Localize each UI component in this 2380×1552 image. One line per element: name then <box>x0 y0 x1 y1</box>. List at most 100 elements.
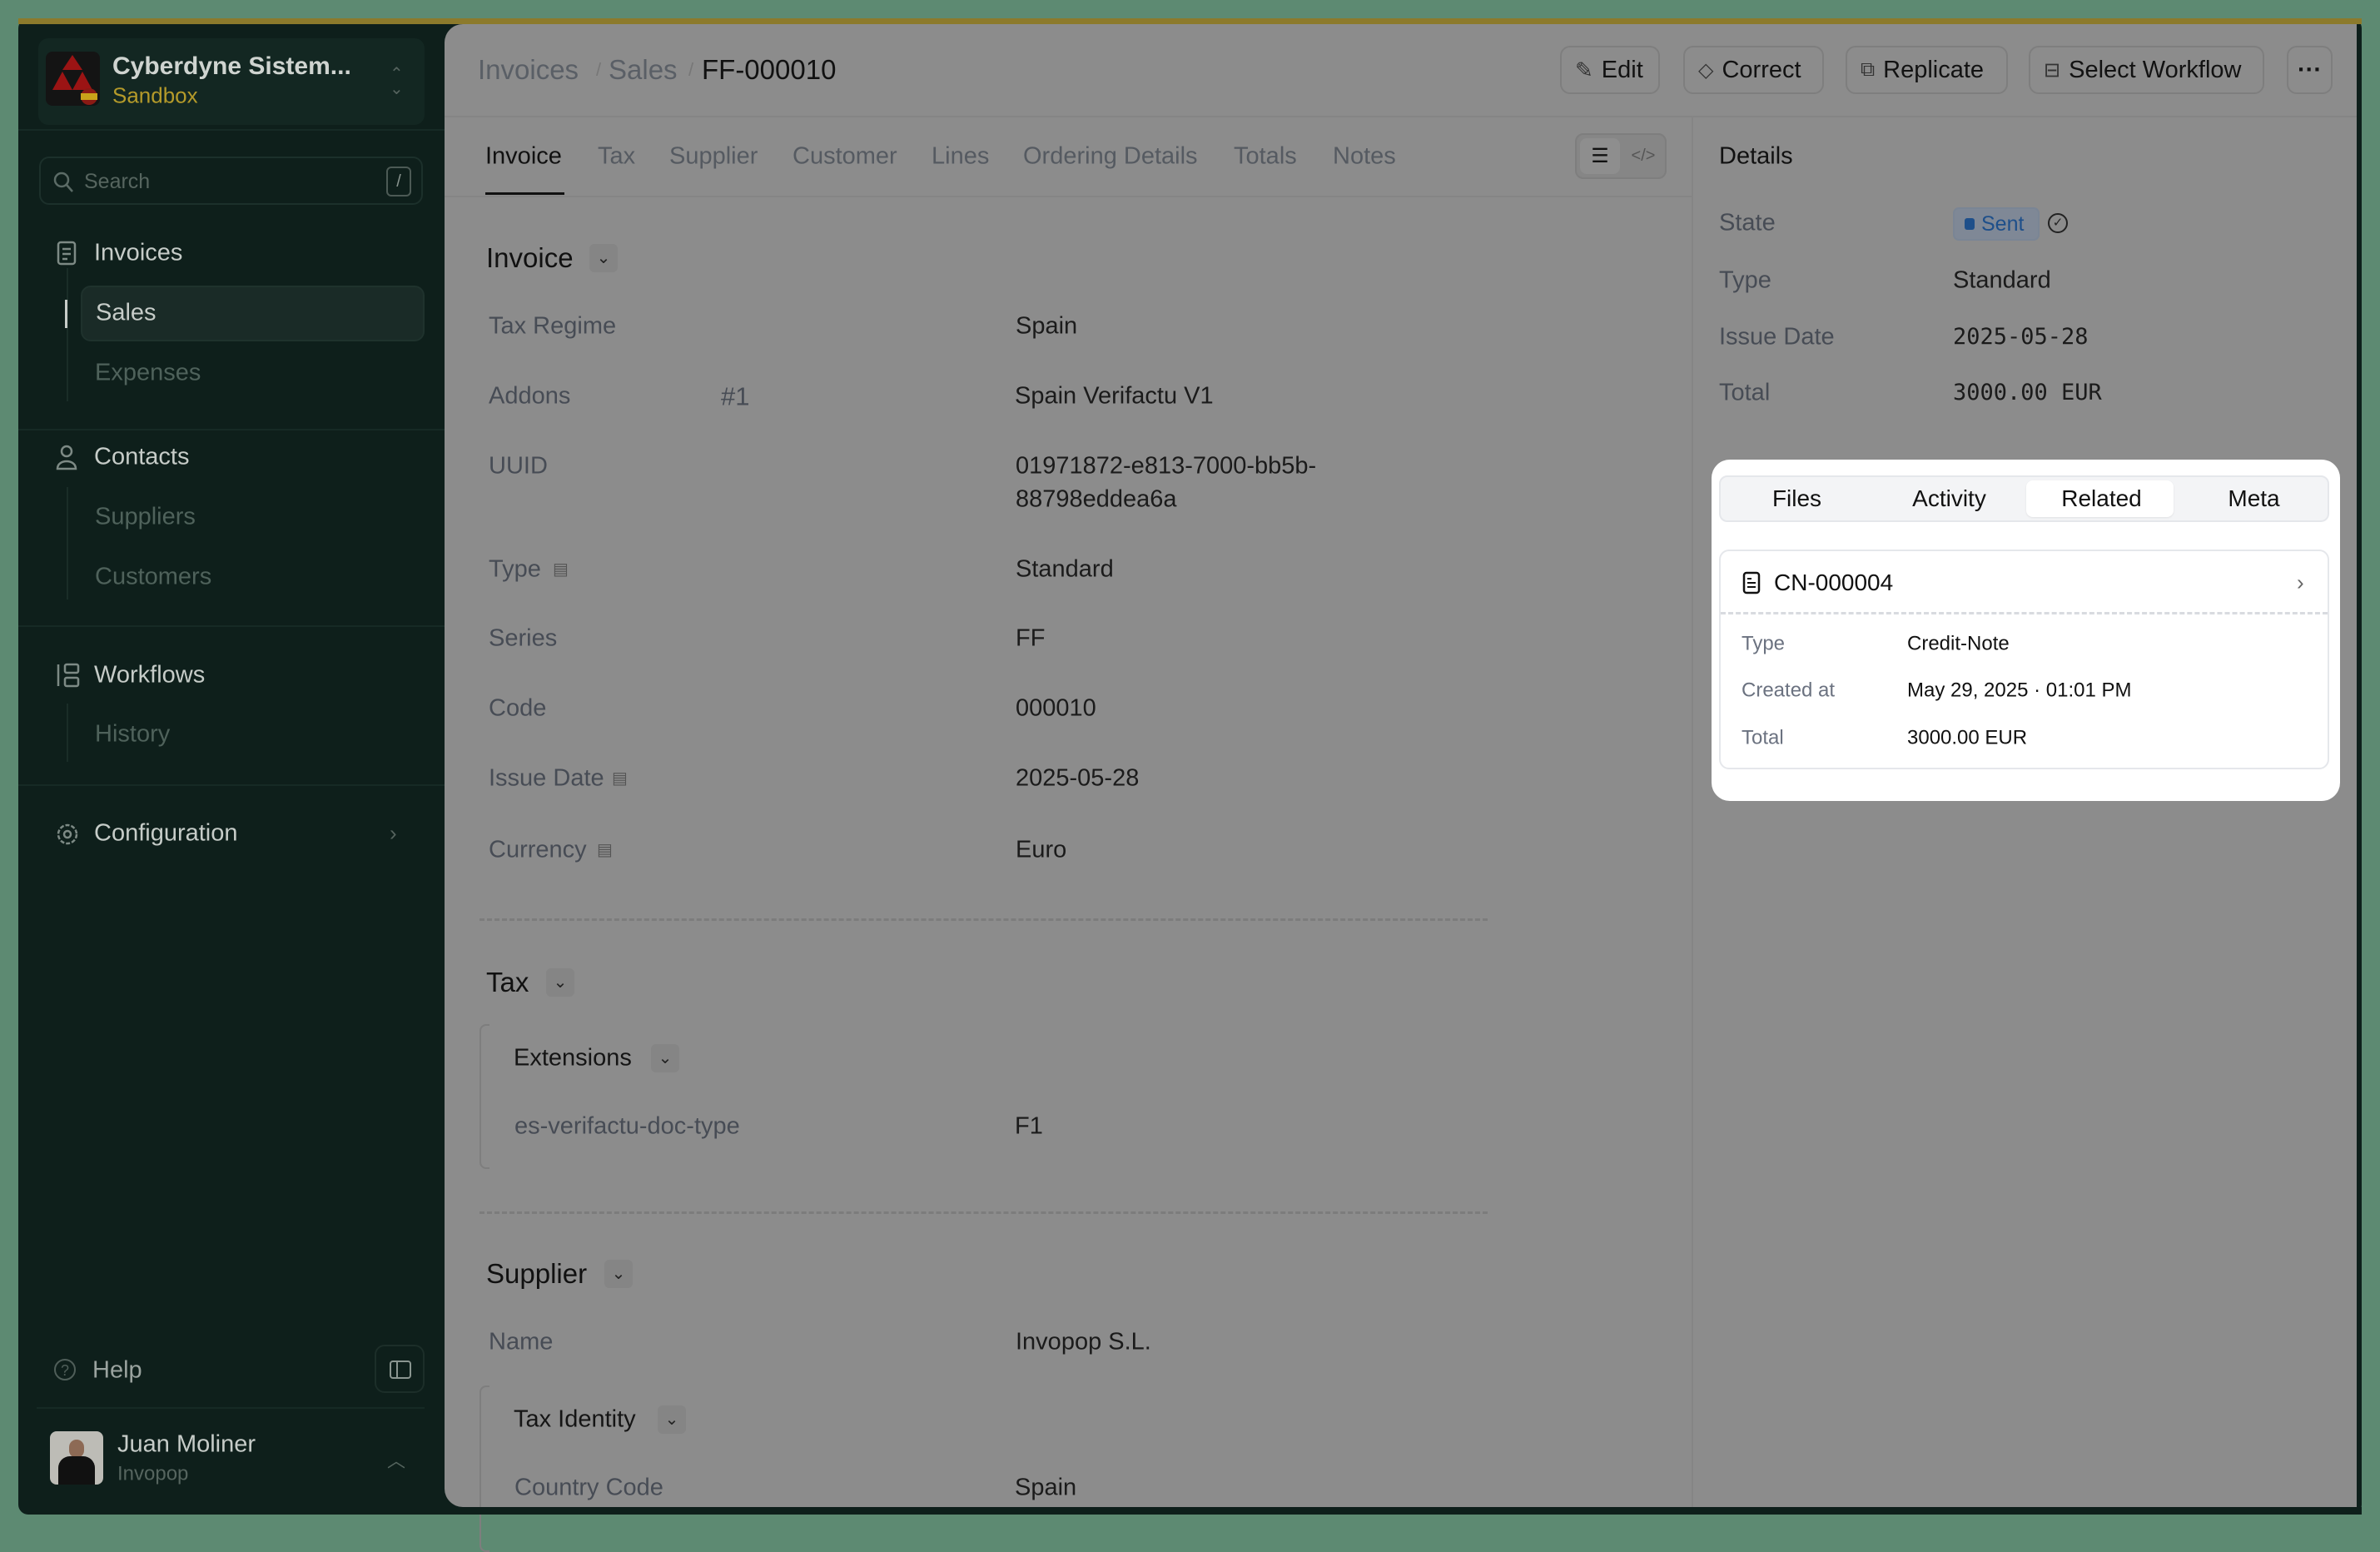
tab-totals[interactable]: Totals <box>1234 142 1297 170</box>
replicate-label: Replicate <box>1883 56 1985 83</box>
edit-button[interactable]: ✎ Edit <box>1560 46 1660 94</box>
nav-expenses[interactable]: Expenses <box>95 359 201 386</box>
field-label: Addons <box>489 382 571 410</box>
field-label: Tax Regime <box>489 312 617 340</box>
field-value: 2025-05-28 <box>1016 764 1140 792</box>
chevrons-updown-icon[interactable]: ⌃ ⌄ <box>390 65 404 98</box>
replicate-button[interactable]: ⧉ Replicate <box>1846 46 2008 94</box>
field-label: Type <box>489 555 541 583</box>
group-bracket <box>479 1024 489 1169</box>
sandbox-bar <box>18 18 2362 24</box>
panel-tabs: Files Activity Related Meta <box>1719 475 2329 522</box>
field-value: Invopop S.L. <box>1016 1328 1151 1356</box>
nav-tree-line <box>67 268 68 401</box>
document-icon: ▤ <box>612 769 628 788</box>
gear-icon <box>57 823 78 845</box>
divider <box>18 429 445 430</box>
nav-tree-line <box>67 487 68 599</box>
nav-suppliers[interactable]: Suppliers <box>95 503 196 530</box>
form-view-icon[interactable]: ☰ <box>1580 138 1620 174</box>
help-link[interactable]: Help <box>92 1356 142 1384</box>
nav-contacts[interactable]: Contacts <box>94 443 190 470</box>
tab-tax[interactable]: Tax <box>598 142 636 170</box>
related-document-card: CN-000004 › Type Credit-Note Created at … <box>1719 550 2329 769</box>
select-workflow-button[interactable]: ⊟ Select Workflow <box>2029 46 2264 94</box>
nav-configuration[interactable]: Configuration <box>94 819 238 847</box>
details-label: Issue Date <box>1719 323 1835 351</box>
divider <box>18 625 445 627</box>
search-placeholder: Search <box>84 170 151 193</box>
details-value: 3000.00 EUR <box>1953 379 2102 405</box>
workflows-icon <box>57 663 80 688</box>
section-tax-title: Tax <box>486 967 529 998</box>
search-icon <box>53 172 73 192</box>
org-name: Cyberdyne Sistem... <box>112 52 351 80</box>
divider <box>445 196 1692 197</box>
more-actions-button[interactable]: ··· <box>2287 46 2333 94</box>
status-badge: Sent <box>1953 207 2040 241</box>
chevron-down-icon[interactable]: ⌄ <box>546 968 574 997</box>
breadcrumb-sales[interactable]: Sales <box>609 54 678 86</box>
nav-invoices[interactable]: Invoices <box>94 239 183 266</box>
org-env: Sandbox <box>112 82 198 108</box>
document-icon: ▤ <box>597 841 613 859</box>
collapse-sidebar-button[interactable] <box>375 1345 425 1393</box>
document-icon: ▤ <box>553 560 569 579</box>
related-value: Credit-Note <box>1907 632 2010 655</box>
panel-tab-activity[interactable]: Activity <box>1912 485 1986 512</box>
nav-tree-line <box>67 704 68 762</box>
field-label: es-verifactu-doc-type <box>514 1112 740 1140</box>
tab-supplier[interactable]: Supplier <box>669 142 758 170</box>
field-value: Spain <box>1016 312 1078 340</box>
eraser-icon: ◇ <box>1698 58 1714 82</box>
field-label: Issue Date <box>489 764 604 792</box>
field-value: F1 <box>1015 1112 1043 1140</box>
panel-tab-related[interactable]: Related <box>2061 485 2142 512</box>
divider <box>18 129 445 131</box>
chevron-down-icon[interactable]: ⌄ <box>651 1044 679 1072</box>
details-label: Type <box>1719 266 1771 294</box>
field-value: 01971872-e813-7000-bb5b- <box>1016 452 1317 480</box>
search-input[interactable]: Search / <box>39 157 423 205</box>
chevron-down-icon[interactable]: ⌄ <box>604 1260 633 1288</box>
panel-tab-meta[interactable]: Meta <box>2228 485 2280 512</box>
nav-sales[interactable]: Sales <box>81 286 425 341</box>
section-supplier-title: Supplier <box>486 1258 588 1290</box>
tab-lines[interactable]: Lines <box>932 142 990 170</box>
group-bracket <box>479 1385 489 1552</box>
nav-customers[interactable]: Customers <box>95 563 212 590</box>
related-document-link[interactable]: CN-000004 › <box>1721 551 2328 614</box>
field-value: 000010 <box>1016 694 1096 722</box>
tab-notes[interactable]: Notes <box>1333 142 1396 170</box>
tab-customer[interactable]: Customer <box>793 142 897 170</box>
user-name[interactable]: Juan Moliner <box>117 1430 256 1458</box>
field-label: Currency <box>489 836 587 863</box>
breadcrumb-invoices[interactable]: Invoices <box>478 54 579 86</box>
copy-icon: ⧉ <box>1861 58 1876 81</box>
correct-button[interactable]: ◇ Correct <box>1683 46 1824 94</box>
related-value: 3000.00 EUR <box>1907 726 2028 749</box>
panel-tab-files[interactable]: Files <box>1771 485 1822 512</box>
status-dot <box>1965 218 1975 230</box>
tab-invoice[interactable]: Invoice <box>485 142 562 170</box>
nav-workflows[interactable]: Workflows <box>94 661 206 689</box>
field-label: Series <box>489 624 558 652</box>
invoice-icon <box>57 241 77 266</box>
divider <box>445 116 2357 117</box>
tab-ordering-details[interactable]: Ordering Details <box>1023 142 1198 170</box>
org-switcher[interactable] <box>38 38 425 125</box>
code-view-icon[interactable]: </> <box>1631 147 1656 165</box>
divider <box>37 1407 425 1409</box>
org-logo <box>46 52 100 106</box>
chevron-down-icon[interactable]: ⌄ <box>589 244 618 272</box>
view-toggle[interactable]: ☰ </> <box>1575 133 1667 179</box>
chevron-down-icon[interactable]: ⌄ <box>658 1405 686 1434</box>
chevron-up-icon[interactable]: ︿ <box>387 1450 406 1471</box>
user-org: Invopop <box>117 1462 189 1485</box>
nav-history[interactable]: History <box>95 720 171 748</box>
verified-icon: ✓ <box>2048 213 2068 233</box>
section-divider <box>479 1211 1488 1214</box>
field-value-cont: 88798eddea6a <box>1016 485 1177 513</box>
breadcrumb-separator: / <box>596 58 602 80</box>
help-icon: ? <box>54 1359 76 1380</box>
